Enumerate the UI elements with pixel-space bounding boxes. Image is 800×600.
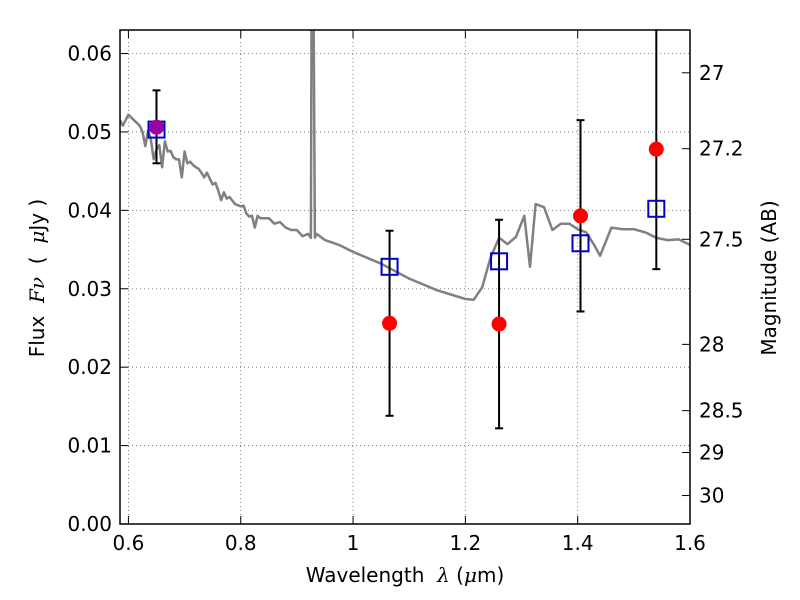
y-tick-label: 0.01: [67, 434, 112, 458]
y2-tick-label: 30: [699, 484, 724, 508]
y-tick-label: 0.00: [67, 512, 112, 536]
y2-tick-label: 27.2: [699, 137, 744, 161]
observed-circle-marker: [572, 208, 588, 224]
model-square-marker: [647, 199, 666, 218]
data-layer: [120, 30, 690, 301]
y-tick-label: 0.03: [67, 277, 112, 301]
y-tick-label: 0.06: [67, 42, 112, 66]
y2-tick-label: 28: [699, 332, 724, 356]
y-axis-label: Flux Fν ( μJy ): [25, 199, 49, 358]
y-tick-label: 0.04: [67, 198, 112, 222]
x-axis-label: Wavelength λ (μm): [306, 563, 505, 587]
plot-frame: [119, 29, 691, 525]
grid-lines: [120, 30, 690, 524]
x-tick-label: 1.4: [562, 531, 594, 555]
x-tick-label: 1.2: [449, 531, 481, 555]
y-tick-label: 0.02: [67, 355, 112, 379]
x-tick-label: 1.6: [674, 531, 706, 555]
x-tick-label: 0.6: [113, 531, 145, 555]
y2-tick-label: 27.5: [699, 227, 744, 251]
spectrum-line: [120, 30, 690, 301]
x-tick-label: 0.8: [225, 531, 257, 555]
y2-axis-label: Magnitude (AB): [757, 200, 781, 355]
marker-layer: [147, 29, 666, 430]
y2-tick-label: 28.5: [699, 399, 744, 423]
observed-circle-marker: [382, 315, 398, 331]
y2-tick-label: 27: [699, 61, 724, 85]
y-tick-label: 0.05: [67, 120, 112, 144]
x-tick-label: 1: [347, 531, 360, 555]
observed-circle-marker: [491, 316, 507, 332]
y2-tick-label: 29: [699, 440, 724, 464]
overlap-circle-marker: [149, 119, 165, 135]
model-square-marker: [571, 234, 590, 253]
model-square-marker: [490, 252, 509, 271]
observed-circle-marker: [648, 141, 664, 157]
model-square-marker: [380, 257, 399, 276]
tick-layer: 0.6 0.8 1 1.2 1.4 1.6 0.00 0.01 0.02 0.03 0.04 0.05…: [67, 30, 744, 555]
